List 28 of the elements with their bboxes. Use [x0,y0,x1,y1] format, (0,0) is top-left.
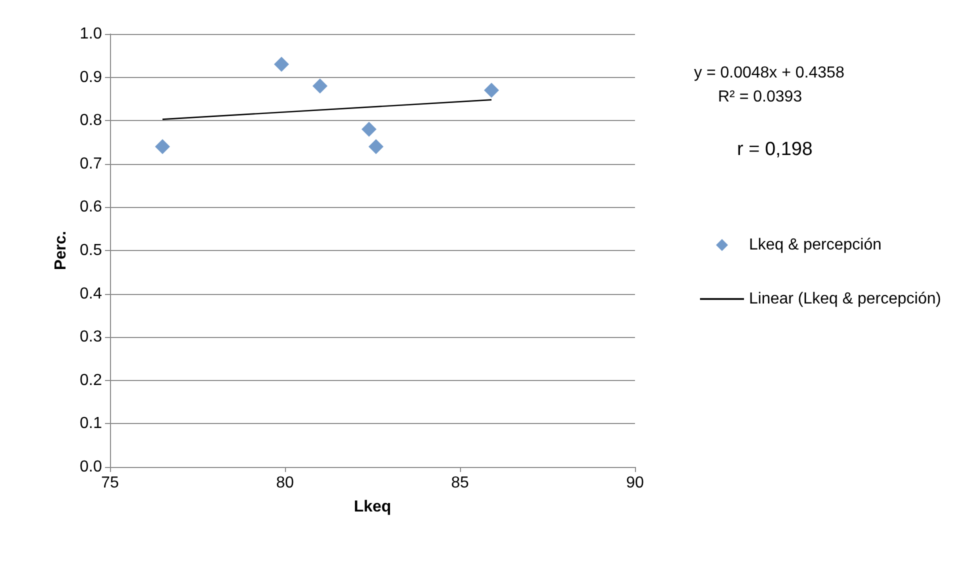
y-tick-label: 0.4 [80,285,102,302]
point [274,56,289,72]
y-tick-label: 0.8 [80,112,102,130]
point [155,139,170,154]
text: r = 0,198 [737,139,813,160]
y-tick-label: 1.0 [80,26,102,42]
point [368,139,384,154]
y-tick-label: 0.6 [80,198,102,216]
x-tick-label: 85 [451,474,469,492]
x-axis-title: Lkeq [354,498,392,516]
y-tick-label: 0.3 [80,328,102,346]
y-axis-title: Perc. [52,230,70,270]
y-tick-label: 0.2 [80,372,102,389]
y-tick-label: 0.9 [80,68,102,86]
y-tick-label: 0.1 [80,415,102,432]
point [312,78,328,94]
point [484,82,499,98]
legend-label: Linear (Lkeq & percepción) [749,290,942,308]
legend-label: Lkeq & percepción [749,236,882,254]
x-tick-label: 80 [276,474,294,492]
text: y = 0.0048x + 0.4358 [694,64,844,82]
x-tick-label: 90 [626,474,644,492]
text: R² = 0.0393 [718,88,802,106]
y-tick-label: 0.5 [80,242,102,259]
y-tick-label: 0.7 [80,155,102,172]
y-tick-label: 0.0 [80,458,102,476]
point [362,122,376,137]
x-tick-label: 75 [101,474,119,492]
